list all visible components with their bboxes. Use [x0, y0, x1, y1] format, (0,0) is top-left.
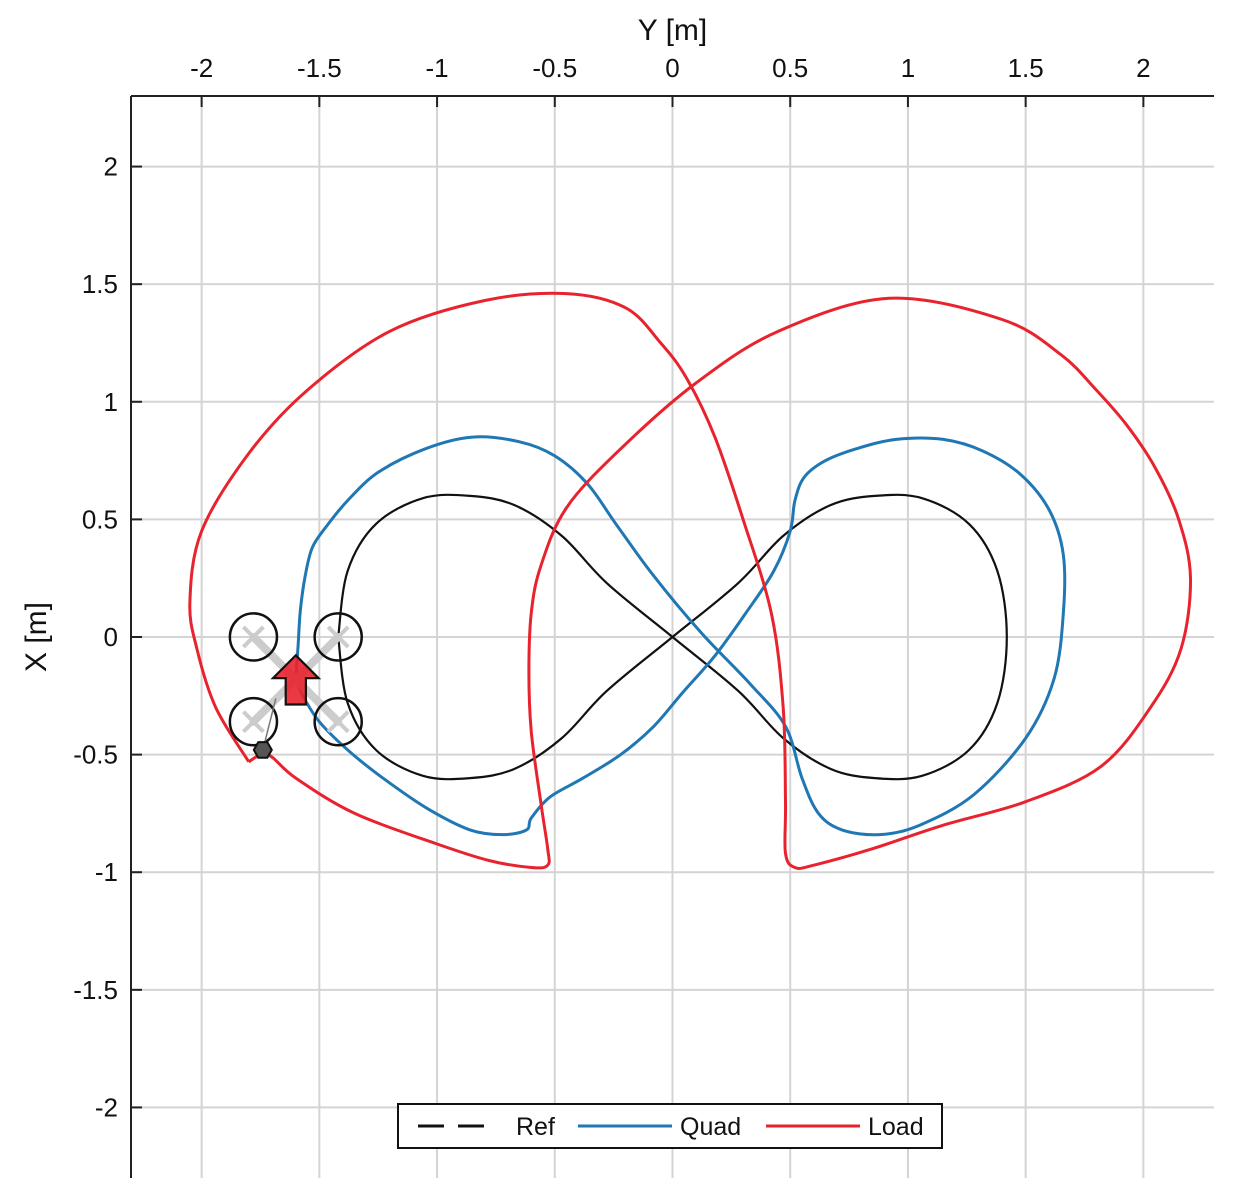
y-tick-label: -1.5: [73, 975, 118, 1005]
legend: Ref Quad Load: [397, 1103, 943, 1149]
y-tick-label: 1.5: [82, 269, 118, 299]
quadrotor-rotor: [228, 696, 279, 747]
quadrotor-rotor: [228, 612, 279, 662]
heading-arrow: [270, 653, 322, 706]
rotor-hub: [326, 710, 350, 734]
series-group: [188, 291, 1193, 870]
x-tick-label: -1: [426, 53, 449, 83]
y-tick-label: 2: [104, 152, 118, 182]
quadrotor-rotor: [313, 696, 363, 747]
x-tick-label: -0.5: [532, 53, 577, 83]
series-quad: [294, 435, 1067, 837]
series-ref: [337, 493, 1008, 781]
legend-label-load: Load: [868, 1113, 924, 1141]
y-tick-label: -2: [95, 1092, 118, 1122]
series-load: [188, 291, 1193, 870]
rotor-hub: [242, 625, 265, 649]
axes: -2 -1.5 -1 -0.5 0 0.5 1 1.5 2 -2 -1.5 -1 -0.5 0 0.5 1 1.…: [73, 53, 1214, 1178]
legend-label-quad: Quad: [680, 1113, 741, 1141]
rotor-hub: [242, 710, 265, 734]
x-axis-label: Y [m]: [638, 14, 707, 47]
x-tick-label: -1.5: [297, 53, 342, 83]
payload-marker: [252, 741, 273, 759]
y-tick-label: 0: [104, 622, 118, 652]
rotor-hub: [326, 625, 350, 649]
y-axis-label: X [m]: [20, 602, 53, 672]
x-tick-label: 1: [901, 53, 915, 83]
quadrotor-rotor: [313, 612, 363, 662]
x-tick-label: 0.5: [772, 53, 808, 83]
quadrotor-marker: [228, 612, 363, 759]
x-tick-label: 0: [665, 53, 679, 83]
y-tick-label: 1: [104, 387, 118, 417]
y-tick-label: -0.5: [73, 740, 118, 770]
legend-label-ref: Ref: [516, 1113, 555, 1141]
x-tick-label: 2: [1136, 53, 1150, 83]
x-tick-label: -2: [190, 53, 213, 83]
y-tick-label: 0.5: [82, 504, 118, 534]
y-tick-label: -1: [95, 857, 118, 887]
x-tick-label: 1.5: [1008, 53, 1044, 83]
